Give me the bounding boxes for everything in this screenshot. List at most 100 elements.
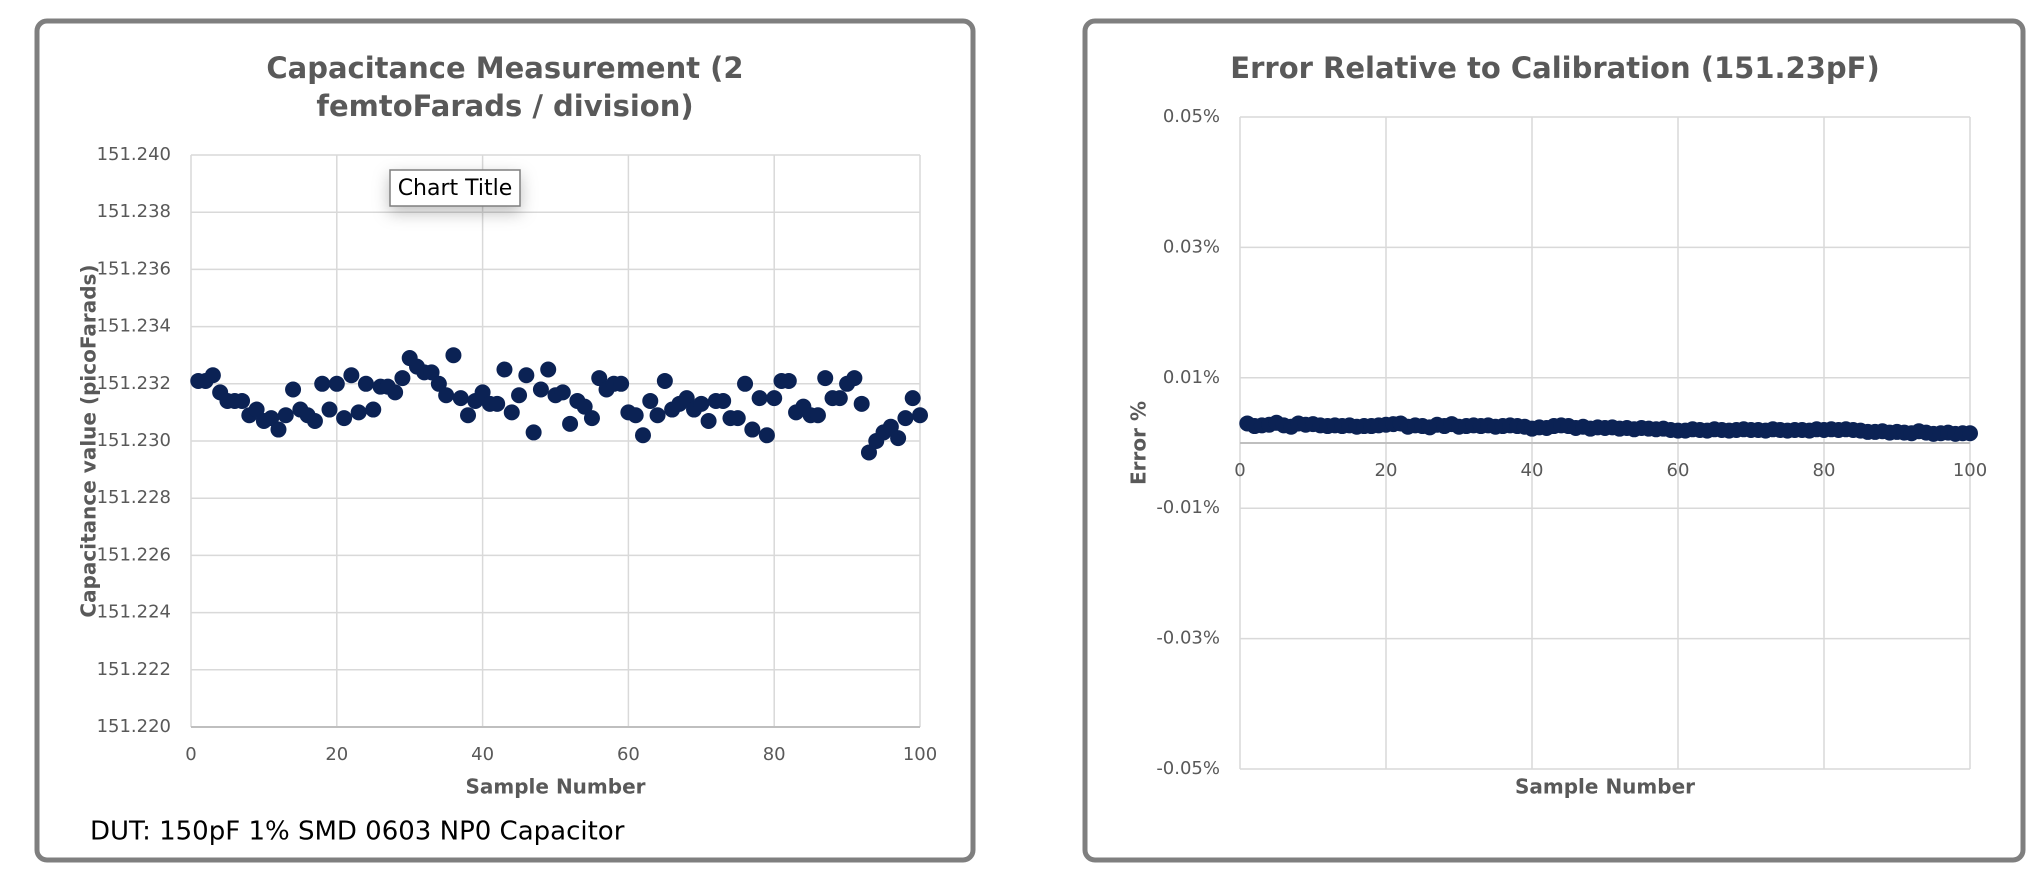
data-point <box>328 375 345 392</box>
data-point <box>1962 425 1978 442</box>
x-tick-label: 0 <box>1234 460 1245 481</box>
data-point <box>860 444 877 461</box>
annotation: Chart Title <box>398 176 513 201</box>
data-point <box>678 390 695 407</box>
data-point <box>817 370 834 387</box>
data-point <box>737 375 754 392</box>
y-tick-label: 151.232 <box>97 373 171 394</box>
data-point <box>562 415 579 432</box>
data-point <box>897 410 914 427</box>
data-point <box>693 395 710 412</box>
data-point <box>518 367 535 384</box>
y-tick-label: 151.222 <box>97 659 171 680</box>
data-point <box>525 424 542 441</box>
x-tick-label: 80 <box>763 744 786 765</box>
y-tick-label: 151.224 <box>97 602 171 623</box>
x-tick-label: 80 <box>1813 460 1836 481</box>
x-axis-label: Sample Number <box>1515 775 1695 799</box>
x-tick-label: 100 <box>1953 460 1987 481</box>
x-tick-label: 0 <box>185 744 196 765</box>
y-tick-label: -0.05% <box>1156 758 1220 779</box>
data-point <box>613 375 630 392</box>
data-point <box>438 387 455 404</box>
data-point <box>277 407 294 424</box>
data-point <box>904 390 921 407</box>
data-point <box>306 412 323 429</box>
y-tick-label: -0.03% <box>1156 628 1220 649</box>
data-point <box>583 410 600 427</box>
data-point <box>780 372 797 389</box>
x-tick-label: 20 <box>1375 460 1398 481</box>
data-point <box>882 418 899 435</box>
y-tick-label: -0.01% <box>1156 497 1220 518</box>
data-point <box>729 410 746 427</box>
y-tick-label: 151.226 <box>97 544 171 565</box>
x-axis-label: Sample Number <box>466 775 646 799</box>
data-point <box>890 430 907 447</box>
chart-title: Error Relative to Calibration (151.23pF) <box>1230 51 1879 85</box>
data-point <box>511 387 528 404</box>
data-point <box>285 381 302 398</box>
y-tick-label: 151.238 <box>97 201 171 222</box>
data-point <box>321 401 338 418</box>
data-point <box>715 392 732 409</box>
y-tick-label: 151.236 <box>97 258 171 279</box>
y-tick-label: 151.230 <box>97 430 171 451</box>
y-tick-label: 0.05% <box>1163 106 1220 127</box>
data-point <box>248 401 265 418</box>
data-point <box>912 407 928 424</box>
data-point <box>234 392 251 409</box>
data-point <box>343 367 360 384</box>
data-point <box>758 427 775 444</box>
panel-right <box>1082 18 2026 863</box>
data-point <box>430 375 447 392</box>
data-point <box>591 370 608 387</box>
data-point <box>576 398 593 415</box>
x-tick-label: 60 <box>1667 460 1690 481</box>
y-tick-label: 151.228 <box>97 487 171 508</box>
x-tick-label: 40 <box>471 744 494 765</box>
data-point <box>357 375 374 392</box>
x-tick-label: 60 <box>617 744 640 765</box>
y-axis-label: Capacitance value (picoFarads) <box>77 264 101 617</box>
data-point <box>656 372 673 389</box>
data-point <box>365 401 382 418</box>
data-point <box>642 392 659 409</box>
data-point <box>554 384 571 401</box>
x-tick-label: 40 <box>1521 460 1544 481</box>
data-point <box>336 410 353 427</box>
x-tick-label: 100 <box>903 744 937 765</box>
y-tick-label: 151.234 <box>97 316 171 337</box>
data-point <box>350 404 367 421</box>
note: DUT: 150pF 1% SMD 0603 NP0 Capacitor <box>90 817 625 847</box>
data-point <box>503 404 520 421</box>
x-tick-label: 20 <box>325 744 348 765</box>
annotation-box <box>389 169 521 207</box>
data-point <box>423 364 440 381</box>
data-point <box>846 370 863 387</box>
y-tick-label: 0.01% <box>1163 367 1220 388</box>
data-point <box>649 407 666 424</box>
data-point <box>496 361 513 378</box>
data-point <box>204 367 221 384</box>
y-axis-label: Error % <box>1127 401 1151 485</box>
data-point <box>489 395 506 412</box>
data-point <box>474 384 491 401</box>
data-point <box>634 427 651 444</box>
data-point <box>853 395 870 412</box>
data-point <box>532 381 549 398</box>
data-point <box>700 412 717 429</box>
data-point <box>270 421 287 438</box>
data-point <box>744 421 761 438</box>
data-point <box>387 384 404 401</box>
data-point <box>766 390 783 407</box>
y-tick-label: 0.03% <box>1163 236 1220 257</box>
data-point <box>394 370 411 387</box>
data-point <box>445 347 462 364</box>
data-point <box>540 361 557 378</box>
data-point <box>263 410 280 427</box>
chart-title: Capacitance Measurement (2 femtoFarads / … <box>266 51 743 123</box>
data-point <box>452 390 469 407</box>
